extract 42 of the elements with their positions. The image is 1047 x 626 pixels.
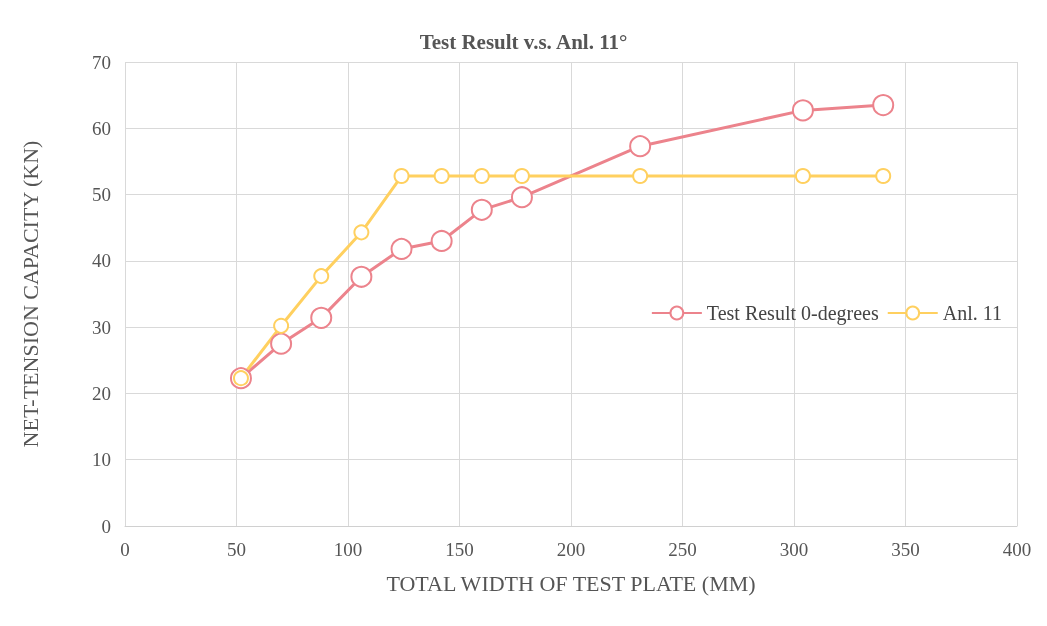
x-tick-label: 100 [333,539,363,560]
y-tick-label: 40 [92,250,111,272]
y-tick-label: 20 [92,382,111,404]
point [513,168,530,185]
point [791,99,814,122]
point [632,168,649,185]
point [310,306,333,329]
x-tick-label: 200 [556,539,586,560]
y-axis-title: NET-TENSION CAPACITY (KN) [17,140,43,448]
point [433,168,450,185]
x-tick-label: 250 [668,539,697,560]
x-tick-label: 150 [445,539,474,560]
y-tick-label: 70 [92,51,111,73]
x-tick-label: 0 [120,539,130,560]
x-tick-label: 400 [1002,539,1032,560]
x-axis-title: TOTAL WIDTH OF TEST PLATE (MM) [386,570,756,596]
point [430,229,453,252]
point [313,268,330,285]
point [470,198,493,221]
point [872,94,895,117]
point [350,265,373,288]
point [510,186,533,209]
chart-title: Test Result v.s. Anl. 11° [419,29,628,54]
point [273,317,290,334]
point [794,168,811,185]
y-tick-label: 30 [92,316,111,338]
point [473,168,490,185]
legend-label: Anl. 11 [942,302,1003,324]
point [353,224,370,241]
point [875,168,892,185]
point [393,168,410,185]
y-tick-label: 10 [92,449,111,471]
x-tick-label: 300 [779,539,809,560]
point [270,332,293,355]
point [390,237,413,260]
x-tick-label: 50 [227,539,246,560]
y-tick-label: 50 [92,184,111,206]
x-tick-label: 350 [891,539,920,560]
legend-label: Test Result 0-degrees [706,302,879,325]
y-tick-label: 0 [101,515,111,537]
point [629,135,652,158]
y-tick-label: 60 [92,117,111,139]
